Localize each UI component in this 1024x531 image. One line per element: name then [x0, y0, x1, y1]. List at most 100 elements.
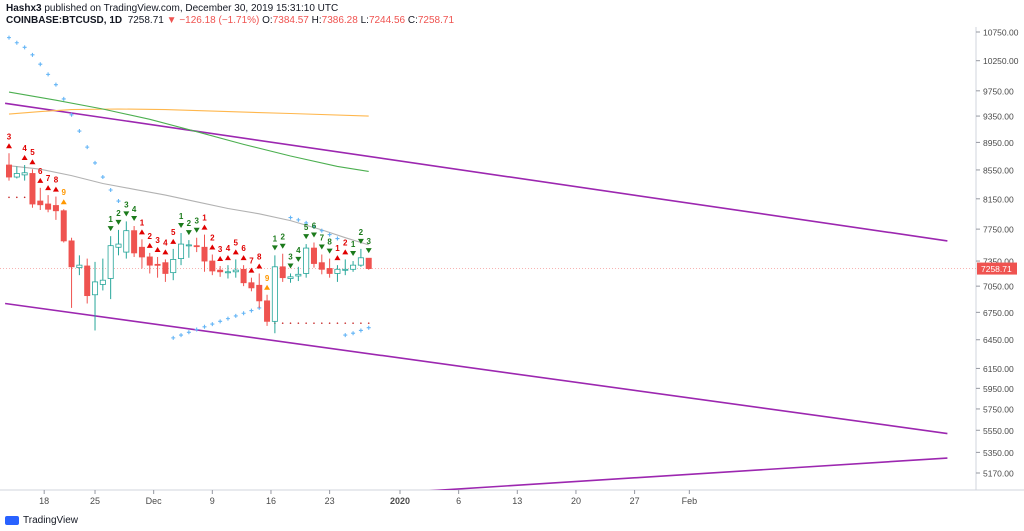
x-tick-label: 6 [456, 496, 461, 506]
candle[interactable] [232, 259, 239, 278]
author-name[interactable]: Hashx3 [6, 3, 42, 14]
td-up-triangle-icon [217, 255, 224, 261]
candle[interactable] [21, 165, 28, 181]
td-count-label: 9 [60, 188, 67, 205]
td-count-label: 6 [310, 221, 317, 238]
y-tick-label: 5950.00 [983, 384, 1014, 394]
candle[interactable] [6, 153, 12, 181]
candle[interactable] [138, 239, 145, 269]
td-up-triangle-icon [146, 242, 153, 248]
candle[interactable] [13, 166, 20, 179]
td-count-label: 3 [154, 236, 161, 252]
td-up-triangle-icon [201, 224, 208, 230]
td-count-label: 2 [185, 219, 192, 236]
candle-body [350, 264, 357, 270]
sar-point [311, 224, 316, 229]
candle[interactable] [287, 273, 294, 283]
td-count-text: 1 [335, 244, 340, 253]
sar-point [249, 308, 254, 313]
candle[interactable] [256, 273, 263, 308]
td-count-label: 2 [115, 209, 122, 225]
candle-body [37, 200, 44, 206]
candle[interactable] [303, 244, 310, 278]
candle[interactable] [185, 240, 192, 258]
td-count-label: 3 [193, 217, 200, 233]
candle[interactable] [342, 259, 349, 276]
candle[interactable] [52, 196, 59, 220]
candle[interactable] [264, 294, 271, 326]
candle[interactable] [68, 237, 75, 308]
candle[interactable] [334, 265, 341, 282]
candle[interactable] [154, 256, 161, 278]
td-count-text: 3 [124, 200, 129, 209]
candle[interactable] [248, 277, 255, 292]
x-axis-labels[interactable]: 18 25 Dec 9 16 23 2020 6 13 20 27 Feb [39, 490, 697, 506]
candle[interactable] [310, 242, 317, 268]
last-price-badge[interactable]: 7258.71 [977, 262, 1017, 275]
candle[interactable] [326, 258, 333, 278]
candle[interactable] [146, 252, 153, 274]
candle[interactable] [115, 229, 122, 256]
candle-body [201, 246, 208, 262]
y-axis-labels[interactable]: 10750.00 10250.00 9750.00 9350.00 8950.00 855… [976, 28, 1019, 479]
y-tick-label: 10750.00 [983, 28, 1019, 38]
candle[interactable] [350, 261, 357, 272]
candle[interactable] [193, 237, 200, 253]
candle-body [131, 230, 138, 254]
td-count-label: 4 [131, 205, 138, 222]
dotted-level-point [321, 322, 323, 324]
candle[interactable] [162, 259, 169, 282]
candle[interactable] [217, 265, 224, 277]
sar-point [296, 217, 301, 222]
candle[interactable] [365, 257, 372, 270]
candle[interactable] [92, 261, 99, 331]
candle[interactable] [279, 253, 286, 282]
chart-axes [0, 27, 1024, 491]
candle[interactable] [131, 226, 138, 257]
candle[interactable] [357, 248, 364, 267]
sar-point [116, 199, 121, 204]
candle[interactable] [107, 236, 114, 300]
dotted-level-point [297, 322, 300, 324]
x-tick-label: 18 [39, 496, 49, 506]
td-count-text: 5 [304, 223, 309, 232]
candle-body [76, 264, 83, 269]
candle[interactable] [123, 221, 130, 259]
candle[interactable] [60, 209, 67, 243]
candles-layer[interactable] [6, 153, 372, 334]
y-tick-label: 6150.00 [983, 364, 1014, 374]
y-tick-label: 10250.00 [983, 56, 1019, 66]
td-down-triangle-icon [287, 263, 294, 269]
candle[interactable] [178, 233, 185, 266]
candle[interactable] [45, 195, 52, 213]
td-count-text: 2 [359, 228, 364, 237]
candle-body [193, 245, 200, 248]
td-count-text: 1 [108, 215, 113, 224]
td-down-triangle-icon [271, 245, 278, 251]
candle[interactable] [201, 234, 208, 272]
candle[interactable] [240, 265, 247, 287]
candle[interactable] [209, 254, 216, 276]
candle[interactable] [318, 254, 325, 275]
tradingview-logo[interactable]: TradingView [5, 515, 78, 526]
candle[interactable] [29, 169, 36, 208]
candle[interactable] [271, 255, 278, 334]
candle[interactable] [84, 258, 91, 304]
candle[interactable] [99, 258, 106, 291]
dotted-level-point [281, 322, 284, 324]
tradingview-logo-text: TradingView [23, 515, 79, 526]
high-label: H: [311, 15, 322, 26]
td-count-label: 2 [279, 233, 286, 249]
candle[interactable] [224, 265, 231, 279]
td-up-triangle-icon [162, 249, 169, 255]
symbol-name[interactable]: COINBASE:BTCUSD, 1D [6, 15, 123, 26]
candle[interactable] [37, 187, 44, 210]
td-down-triangle-icon [107, 226, 114, 232]
sar-point [179, 333, 184, 338]
candle-body [264, 300, 271, 322]
candle[interactable] [170, 248, 177, 281]
candle[interactable] [295, 266, 302, 282]
candle[interactable] [76, 255, 83, 276]
candle-body [52, 205, 59, 212]
